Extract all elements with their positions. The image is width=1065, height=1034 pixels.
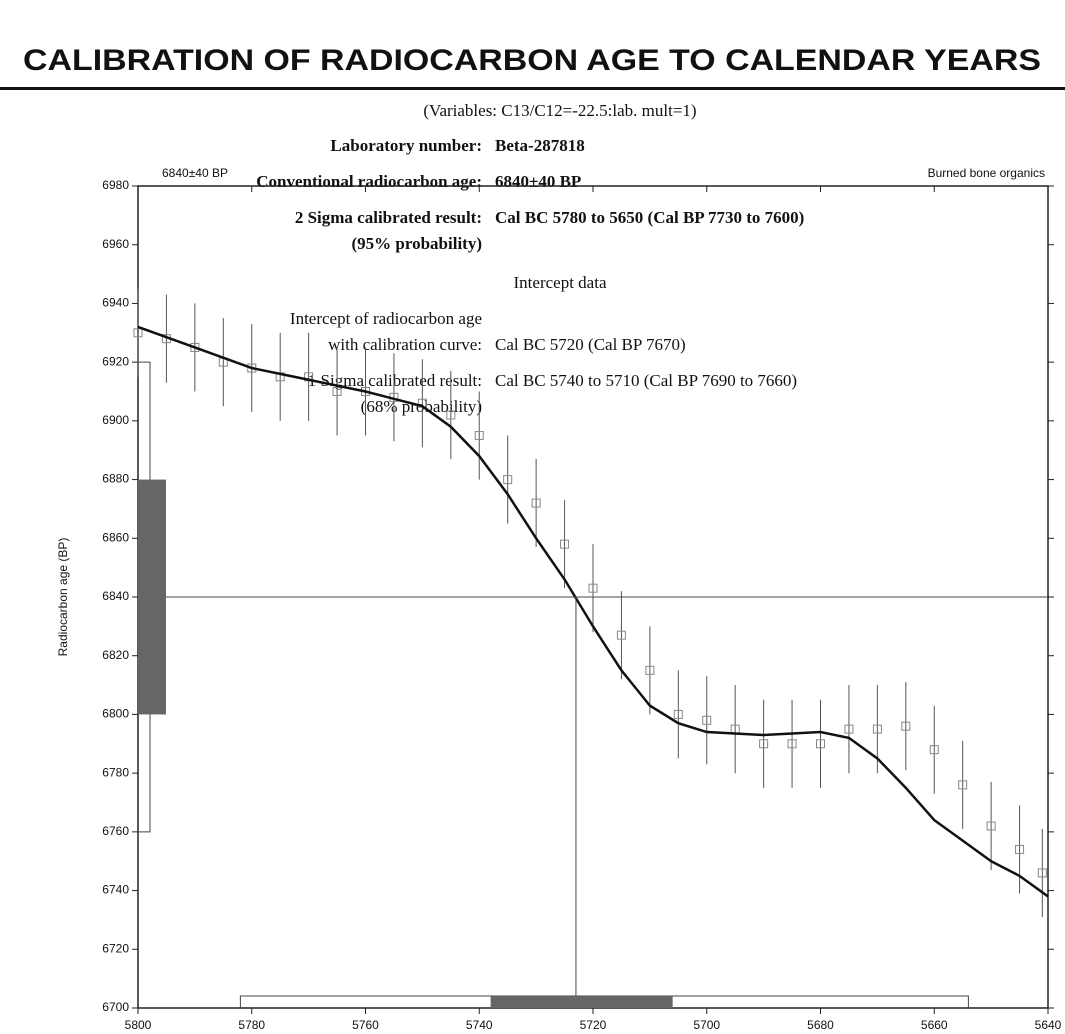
x-tick-label: 5640 — [1035, 1018, 1062, 1032]
y-tick-label: 6820 — [102, 648, 129, 662]
data-point — [190, 342, 200, 352]
value: 6840±40 BP — [495, 172, 581, 191]
y-axis-label: Radiocarbon age (BP) — [56, 538, 70, 657]
data-point — [958, 780, 968, 790]
data-point — [816, 739, 825, 749]
x-tick-label: 5780 — [238, 1018, 265, 1032]
data-point — [645, 665, 655, 675]
data-point — [872, 724, 882, 734]
data-point — [1015, 844, 1025, 854]
y-tick-label: 6880 — [102, 472, 129, 486]
annotation: 6840±40 BP — [162, 166, 228, 180]
data-point — [1037, 868, 1047, 878]
y-tick-label: 6800 — [102, 707, 129, 721]
data-point — [759, 739, 769, 749]
x-tick-label: 5760 — [352, 1018, 379, 1032]
x-tick-label: 5700 — [693, 1018, 720, 1032]
value: Cal BC 5720 (Cal BP 7670) — [495, 335, 686, 354]
y-tick-label: 6700 — [102, 1000, 129, 1014]
label: Conventional radiocarbon age: — [256, 172, 482, 191]
data-point — [986, 821, 996, 831]
data-point — [673, 709, 683, 719]
data-point — [787, 739, 797, 749]
data-point — [702, 715, 712, 725]
x-tick-label: 5720 — [580, 1018, 607, 1032]
annotation: Burned bone organics — [928, 166, 1045, 180]
y-tick-label: 6900 — [102, 413, 129, 427]
rule — [0, 87, 1065, 90]
variables: (Variables: C13/C12=-22.5:lab. mult=1) — [423, 101, 696, 120]
data-point — [901, 721, 911, 731]
data-point — [474, 431, 484, 441]
value: Cal BC 5740 to 5710 (Cal BP 7690 to 7660… — [495, 371, 797, 390]
y-tick-label: 6720 — [102, 941, 129, 955]
data-point — [332, 387, 342, 396]
label: Intercept of radiocarbon age — [290, 309, 482, 328]
data-point — [446, 410, 456, 420]
y-tick-label: 6740 — [102, 883, 129, 897]
y-tick-label: 6960 — [102, 237, 129, 251]
data-point — [616, 630, 626, 640]
label: 1 Sigma calibrated result: — [308, 371, 482, 390]
data-point — [531, 498, 541, 508]
label: Laboratory number: — [330, 136, 482, 155]
x-tick-label: 5660 — [921, 1018, 948, 1032]
y-tick-label: 6840 — [102, 589, 129, 603]
y-tick-label: 6940 — [102, 296, 129, 310]
y-tick-label: 6860 — [102, 530, 129, 544]
label: with calibration curve: — [328, 335, 482, 354]
data-point — [560, 539, 570, 549]
x-tick-label: 5680 — [807, 1018, 834, 1032]
data-point — [844, 724, 854, 734]
title: CALIBRATION OF RADIOCARBON AGE TO CALEND… — [23, 44, 1041, 77]
y-tick-label: 6980 — [102, 178, 129, 192]
data-point — [929, 745, 939, 755]
data-point — [503, 475, 513, 485]
label: 2 Sigma calibrated result: — [295, 208, 482, 227]
data-point — [588, 583, 598, 593]
one-sigma-range — [490, 996, 673, 1008]
one-sigma-box — [138, 479, 166, 715]
label: (95% probability) — [351, 234, 482, 253]
calibration-curve — [137, 325, 1049, 898]
y-tick-label: 6780 — [102, 765, 129, 779]
value: Cal BC 5780 to 5650 (Cal BP 7730 to 7600… — [495, 208, 804, 227]
y-tick-label: 6760 — [102, 824, 129, 838]
x-tick-label: 5740 — [466, 1018, 493, 1032]
y-tick-label: 6920 — [102, 354, 129, 368]
heading: Intercept data — [514, 273, 607, 292]
x-tick-label: 5800 — [125, 1018, 152, 1032]
value: Beta-287818 — [495, 136, 585, 155]
data-point — [133, 328, 143, 338]
